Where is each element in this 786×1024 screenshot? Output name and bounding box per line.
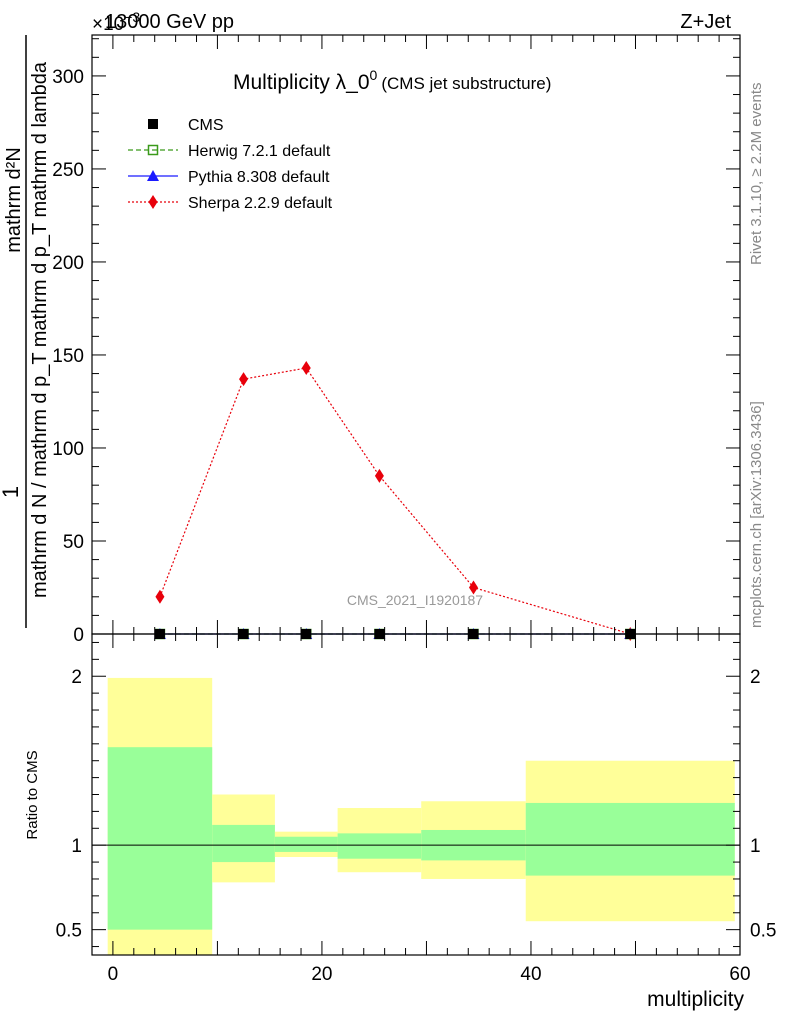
- main-ytick-label: 200: [52, 253, 84, 274]
- ratio-xtick-label: 0: [108, 964, 119, 985]
- ratio-ytick-label: 2: [71, 667, 82, 688]
- main-panel: 0 50 100 150 200 250 300 Multiplicity λ_00 (CMS…: [52, 34, 741, 646]
- main-ytick-label: 50: [63, 532, 84, 553]
- main-ytick-label: 250: [52, 160, 84, 181]
- ratio-ytick-label-right: 1: [750, 836, 761, 857]
- legend-label-cms: CMS: [188, 117, 224, 134]
- ylabel-top: mathrm d²N: [3, 147, 25, 253]
- sherpa-2-2-9-default-point: [301, 360, 311, 375]
- ratio-ytick-label: 1: [71, 836, 82, 857]
- process-label: Z+Jet: [680, 11, 731, 33]
- ratio-band-green: [107, 747, 213, 930]
- ratio-band-green: [212, 824, 275, 863]
- sherpa-2-2-9-default-point: [374, 468, 384, 483]
- main-yticks: 0 50 100 150 200 250 300: [52, 38, 740, 646]
- ratio-xtick-label: 20: [311, 964, 332, 985]
- ratio-ytick-label: 0.5: [56, 921, 82, 942]
- ratio-panel: 0.5 0.5 1 1 2 2 0 20 40 60 Ratio to CMS multipli…: [24, 633, 776, 1011]
- ratio-xticks: 0 20 40 60: [108, 634, 751, 985]
- legend-label-herwig-7-2-1-default: Herwig 7.2.1 default: [188, 143, 331, 160]
- exponent-label: ×10−3: [92, 9, 140, 35]
- analysis-label: CMS_2021_I1920187: [347, 592, 483, 608]
- sherpa-2-2-9-default-line: [159, 367, 631, 635]
- legend-label-pythia-8-308-default: Pythia 8.308 default: [188, 169, 330, 186]
- main-ytick-label: 300: [52, 67, 84, 88]
- ratio-bands: [107, 677, 735, 955]
- ratio-ylabel: Ratio to CMS: [24, 750, 41, 839]
- legend-marker-sherpa-2-2-9-default: [148, 195, 158, 209]
- legend-marker-pythia-8-308-default: [147, 170, 159, 181]
- main-title: Multiplicity λ_00 (CMS jet substructure): [233, 67, 551, 94]
- legend: CMS Herwig 7.2.1 default Pythia 8.308 defa…: [128, 117, 333, 212]
- mcplots-label: mcplots.cern.ch [arXiv:1306.3436]: [748, 401, 765, 628]
- main-ytick-label: 100: [52, 439, 84, 460]
- ratio-ytick-label-right: 0.5: [750, 921, 776, 942]
- main-ylabel: 1 mathrm d N / mathrm d p_T mathrm d p_T…: [0, 35, 51, 628]
- main-xticks: [112, 35, 741, 634]
- sherpa-2-2-9-default-point: [468, 580, 478, 595]
- ratio-xtick-label: 40: [520, 964, 541, 985]
- ratio-yticks: 0.5 0.5 1 1 2 2: [56, 641, 776, 948]
- main-ytick-label: 150: [52, 346, 84, 367]
- main-ytick-label: 0: [73, 625, 84, 646]
- energy-label: 13000 GeV pp: [105, 11, 234, 33]
- xlabel: multiplicity: [647, 988, 744, 1011]
- legend-marker-cms: [148, 119, 158, 129]
- sherpa-2-2-9-default-point: [155, 589, 165, 604]
- legend-label-sherpa-2-2-9-default: Sherpa 2.2.9 default: [188, 195, 333, 212]
- legend-marker-herwig-7-2-1-default: [147, 144, 159, 156]
- ratio-band-green: [337, 833, 422, 859]
- ratio-band-green: [274, 836, 338, 852]
- ratio-ytick-label-right: 2: [750, 667, 761, 688]
- ylabel-denominator: mathrm d N / mathrm d p_T mathrm d p_T m…: [29, 61, 51, 598]
- ratio-band-green: [525, 802, 735, 876]
- rivet-label: Rivet 3.1.10, ≥ 2.2M events: [748, 83, 765, 266]
- sherpa-2-2-9-default-point: [239, 372, 249, 387]
- ratio-xtick-label: 60: [729, 964, 750, 985]
- ylabel-numerator: 1: [0, 486, 23, 498]
